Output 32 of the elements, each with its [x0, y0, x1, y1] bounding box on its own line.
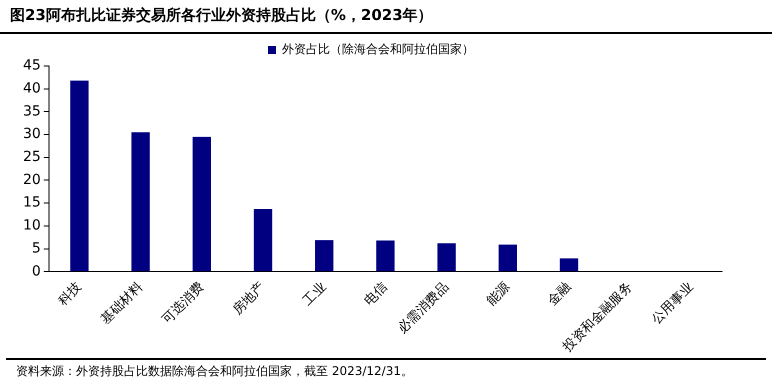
bar [131, 132, 150, 272]
bar [254, 209, 272, 272]
x-tick-label: 能源 [484, 280, 514, 309]
x-tick-label: 可选消费 [160, 280, 208, 328]
chart-title: 图23阿布扎比证券交易所各行业外资持股占比（%，2023年） [0, 0, 772, 34]
bar [498, 244, 517, 272]
bar [70, 80, 89, 272]
x-tick-label: 基础材料 [98, 280, 146, 328]
y-tick-label: 45 [22, 58, 41, 74]
y-tick-label: 30 [22, 126, 41, 142]
x-tick-label: 电信 [362, 280, 391, 309]
y-tick-label: 25 [22, 149, 41, 166]
y-tick-label: 0 [32, 263, 41, 280]
x-tick-label: 必需消费品 [395, 280, 452, 336]
bar [192, 136, 211, 272]
bar [437, 243, 456, 272]
x-tick-label: 工业 [300, 280, 330, 309]
bar [560, 258, 578, 272]
bar [376, 240, 395, 272]
x-tick-label: 房地产 [229, 279, 268, 318]
x-tick-label: 金融 [545, 280, 574, 309]
y-tick-label: 20 [22, 172, 41, 188]
x-tick-label: 公用事业 [649, 280, 697, 328]
y-tick-label: 40 [22, 80, 41, 96]
y-tick-label: 5 [32, 240, 41, 256]
y-tick-label: 15 [22, 194, 41, 211]
y-tick-label: 10 [22, 218, 41, 234]
legend-label: 外资占比（除海合会和阿拉伯国家） [282, 42, 474, 56]
text: 资料来源：外资持股占比数据除海合会和阿拉伯国家，截至 2023/12/31。 [6, 358, 766, 380]
bar [315, 240, 334, 272]
y-tick-label: 35 [22, 103, 41, 120]
x-tick-label: 科技 [56, 280, 85, 309]
